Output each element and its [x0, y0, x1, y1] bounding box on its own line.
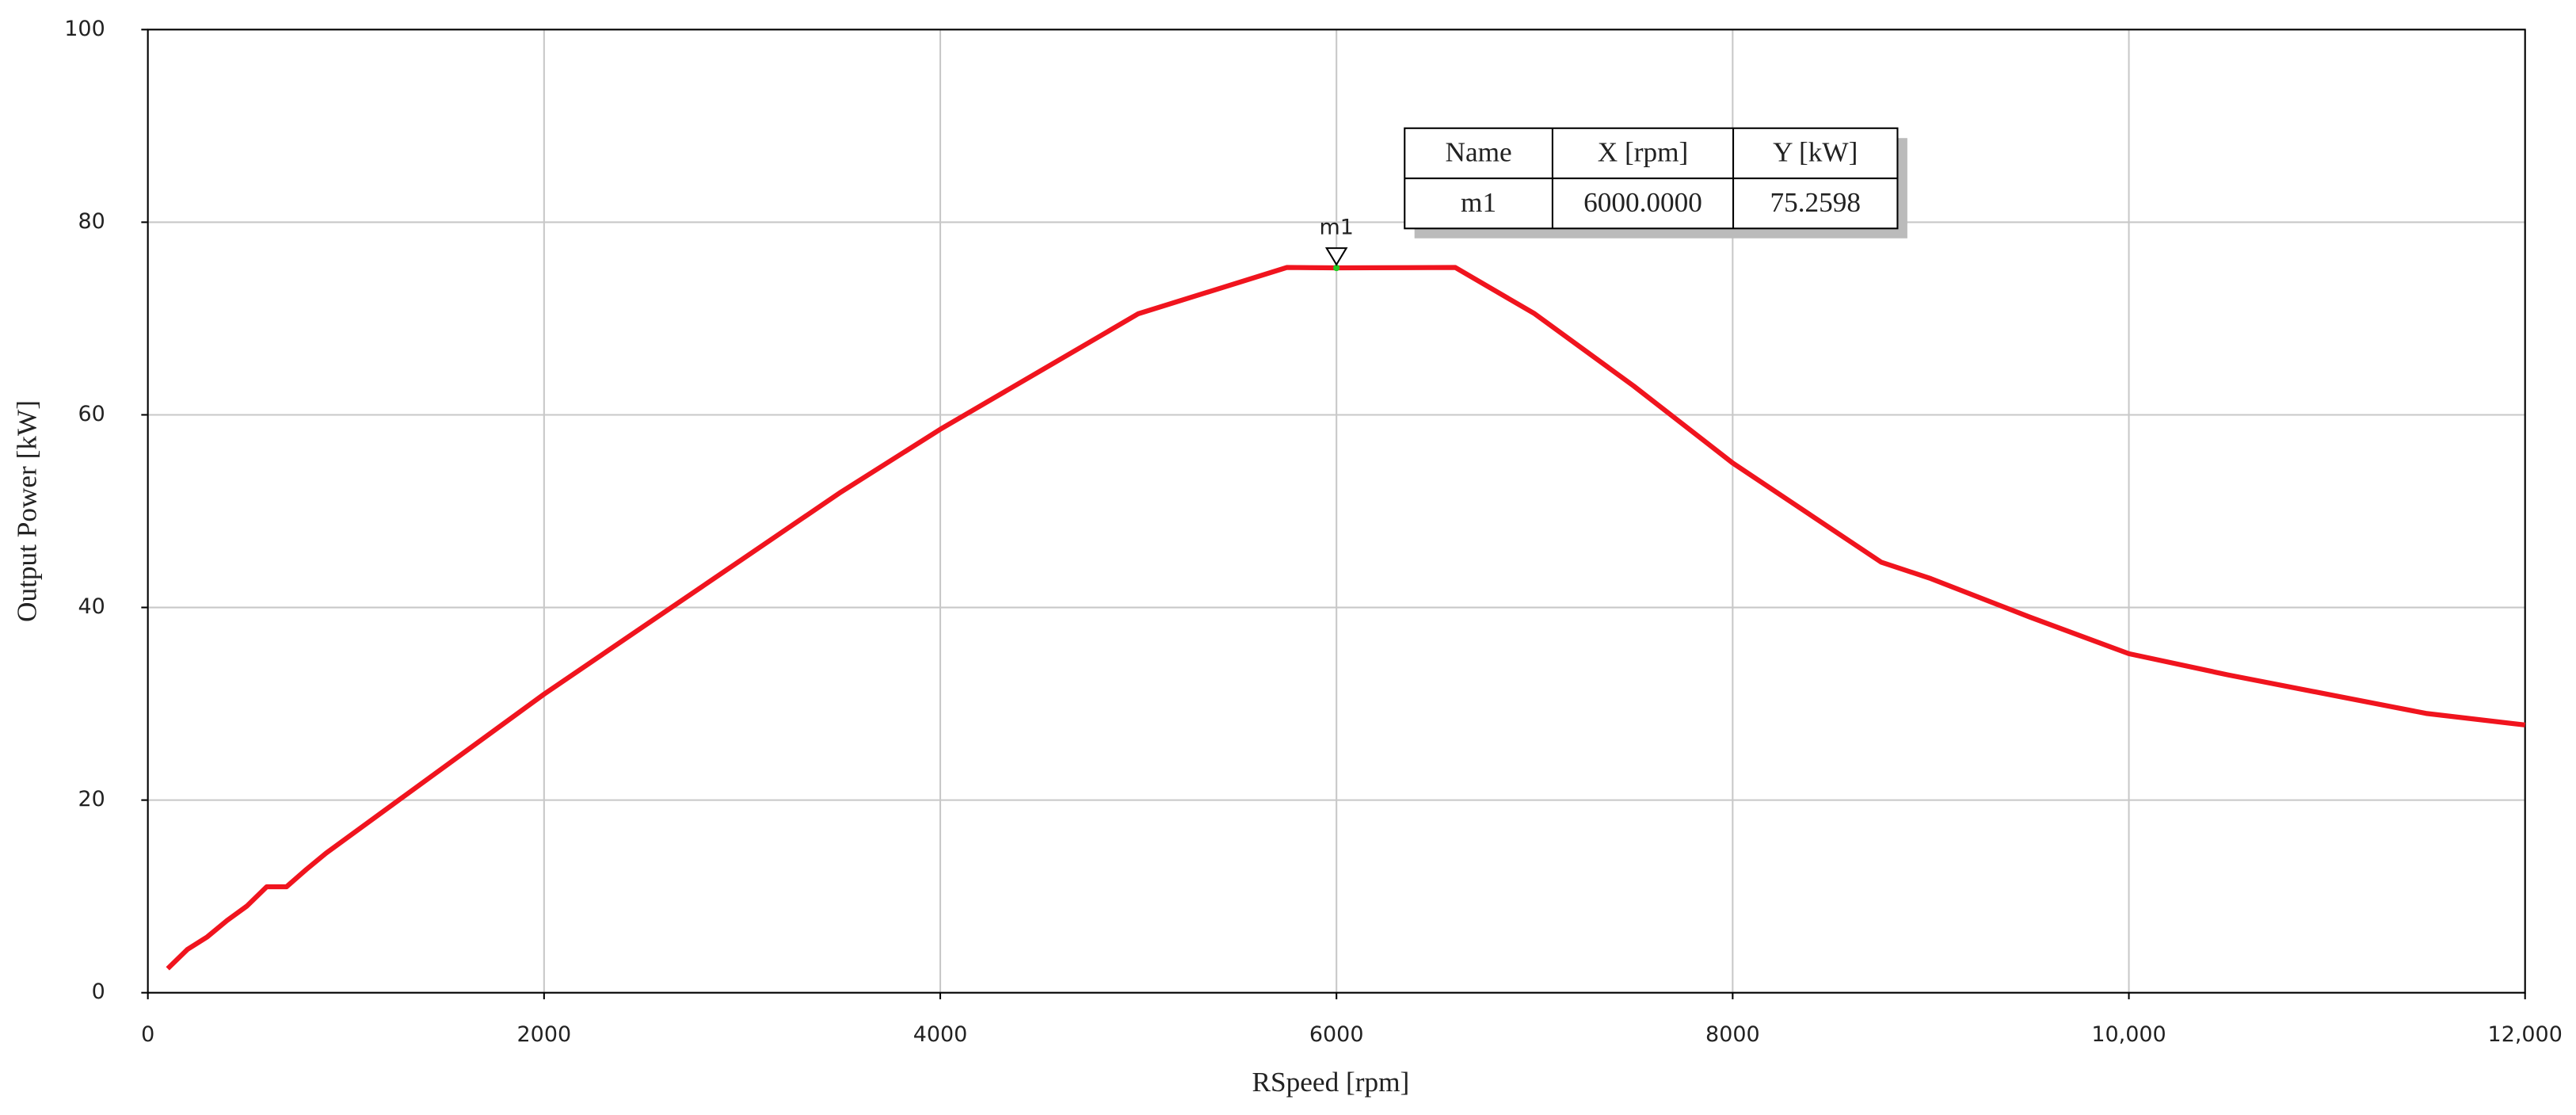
y-tick-label: 60	[78, 402, 105, 426]
y-tick-label: 40	[78, 594, 105, 619]
table-header: X [rpm]	[1598, 137, 1689, 168]
table-cell: 6000.0000	[1583, 187, 1702, 218]
x-tick-label: 12,000	[2488, 1022, 2563, 1047]
table-header: Name	[1445, 137, 1511, 168]
marker-point	[1333, 264, 1340, 272]
y-tick-label: 20	[78, 787, 105, 811]
plot-frame	[147, 29, 2526, 994]
y-tick-label: 100	[64, 17, 105, 41]
table-cell: 75.2598	[1770, 187, 1861, 218]
y-tick-label: 80	[78, 209, 105, 234]
y-tick-label: 0	[92, 979, 105, 1004]
x-tick-label: 8000	[1705, 1022, 1760, 1047]
x-axis-label: RSpeed [rpm]	[1252, 1067, 1410, 1098]
x-tick-label: 6000	[1309, 1022, 1364, 1047]
x-tick-label: 2000	[517, 1022, 572, 1047]
table-header: Y [kW]	[1773, 137, 1858, 168]
table-cell: m1	[1461, 187, 1496, 218]
marker-label: m1	[1319, 216, 1353, 240]
y-axis-label: Output Power [kW]	[11, 400, 42, 622]
x-tick-label: 0	[141, 1022, 154, 1047]
marker-triangle	[1324, 247, 1348, 266]
x-tick-label: 10,000	[2091, 1022, 2166, 1047]
data-line	[166, 265, 2526, 971]
x-tick-label: 4000	[913, 1022, 968, 1047]
